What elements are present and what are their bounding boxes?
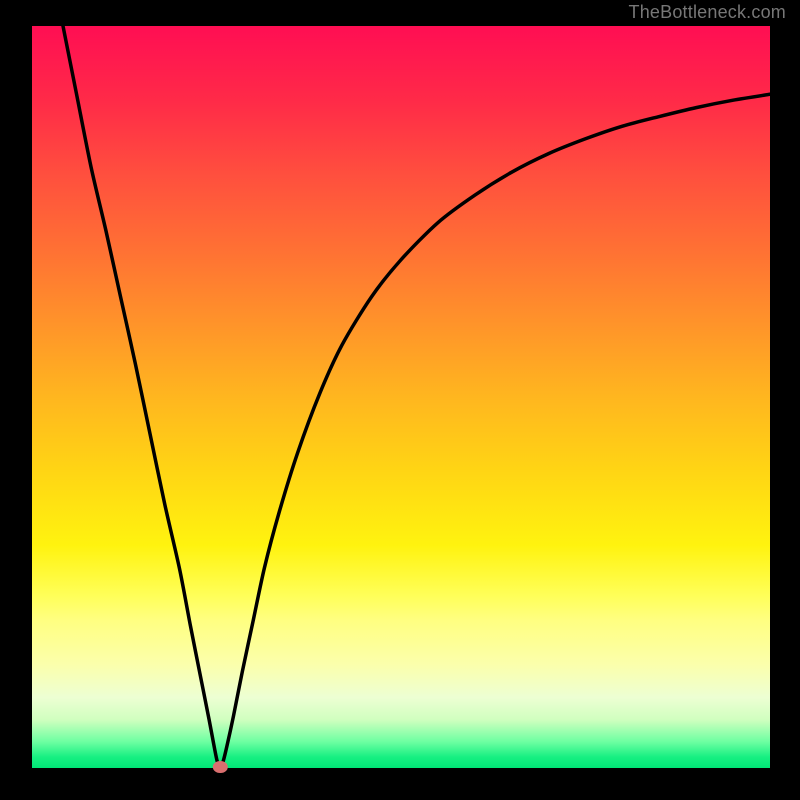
plot-area: [32, 26, 770, 768]
watermark-text: TheBottleneck.com: [629, 2, 786, 23]
curve-svg: [32, 26, 770, 768]
bottleneck-curve: [63, 26, 770, 767]
optimal-point-marker: [213, 761, 227, 773]
